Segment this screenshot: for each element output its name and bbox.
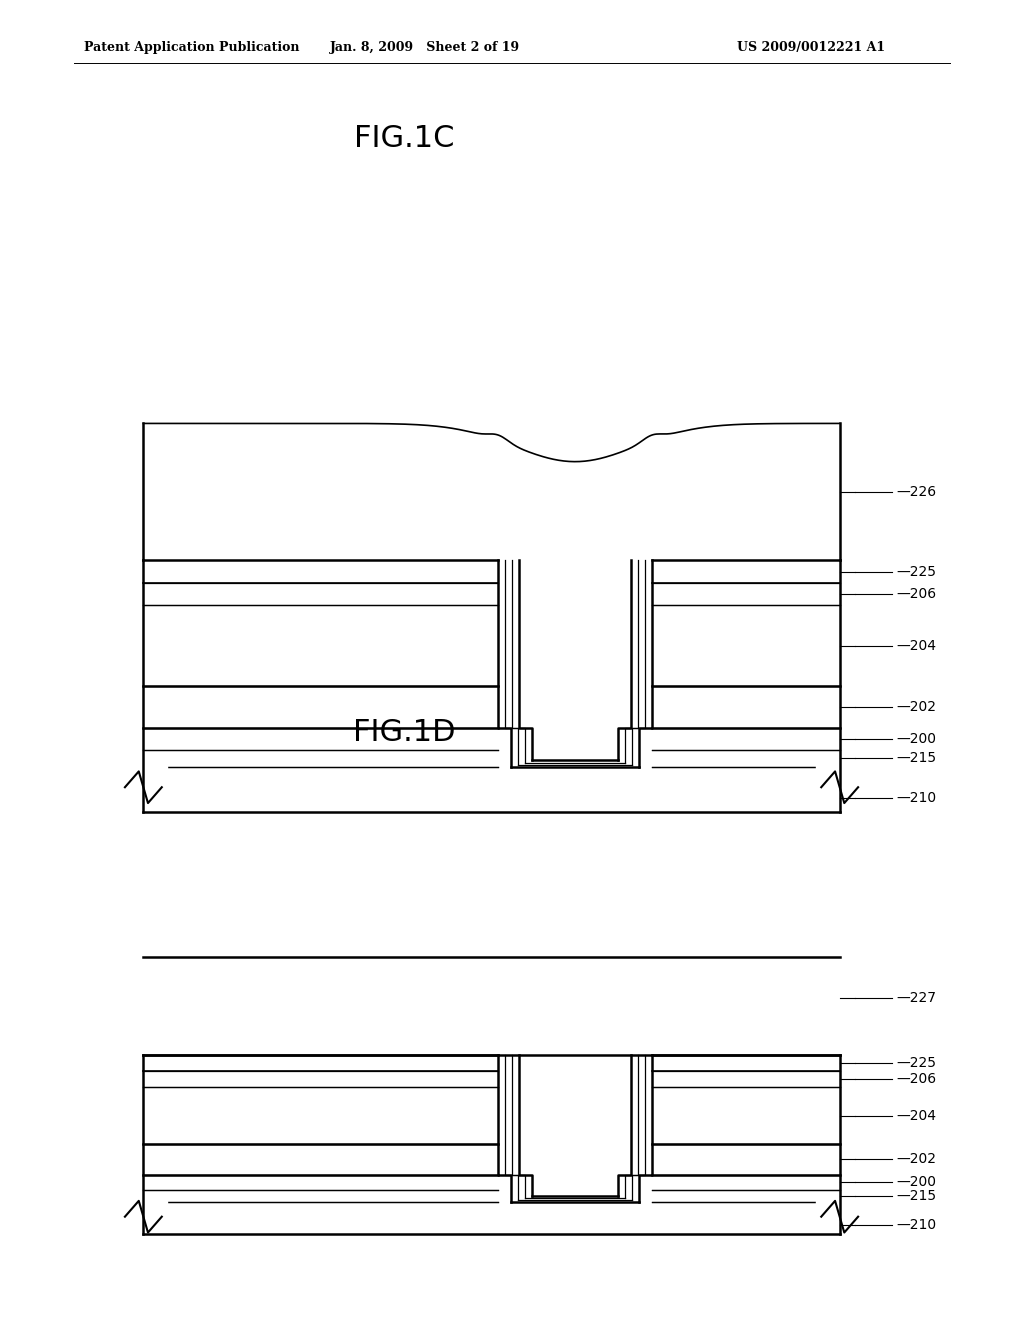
Polygon shape	[521, 1055, 630, 1195]
Text: Patent Application Publication: Patent Application Publication	[84, 41, 299, 54]
Polygon shape	[816, 763, 863, 810]
Polygon shape	[143, 792, 840, 1234]
Text: —227: —227	[896, 991, 936, 1005]
Text: —206: —206	[896, 587, 936, 602]
Text: —200: —200	[896, 1175, 936, 1189]
Text: —200: —200	[896, 731, 936, 746]
Text: —202: —202	[896, 700, 936, 714]
Polygon shape	[143, 191, 840, 812]
Polygon shape	[816, 1193, 863, 1241]
Text: Jan. 8, 2009   Sheet 2 of 19: Jan. 8, 2009 Sheet 2 of 19	[330, 41, 520, 54]
Text: —226: —226	[896, 484, 936, 499]
Polygon shape	[521, 560, 630, 760]
Text: —202: —202	[896, 1152, 936, 1167]
Polygon shape	[120, 763, 167, 810]
Text: —215: —215	[896, 751, 936, 766]
Text: —210: —210	[896, 792, 936, 805]
Text: FIG.1D: FIG.1D	[353, 718, 456, 747]
Text: —215: —215	[896, 1189, 936, 1203]
Text: —225: —225	[896, 565, 936, 578]
Text: US 2009/0012221 A1: US 2009/0012221 A1	[737, 41, 886, 54]
Text: —206: —206	[896, 1072, 936, 1086]
Polygon shape	[120, 1193, 167, 1241]
Text: —204: —204	[896, 639, 936, 652]
Text: —204: —204	[896, 1109, 936, 1123]
Text: —225: —225	[896, 1056, 936, 1071]
Text: —210: —210	[896, 1217, 936, 1232]
Text: FIG.1C: FIG.1C	[354, 124, 455, 153]
